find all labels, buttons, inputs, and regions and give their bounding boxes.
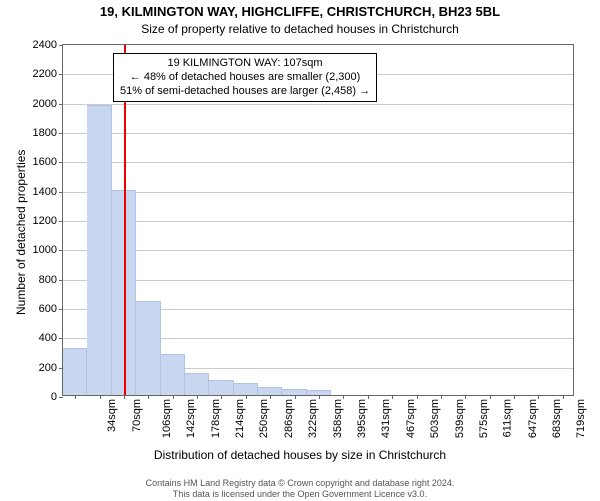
annotation-box: 19 KILMINGTON WAY: 107sqm← 48% of detach…: [113, 53, 377, 102]
x-tick-mark: [75, 395, 76, 399]
x-tick-mark: [563, 395, 564, 399]
chart-container: 19, KILMINGTON WAY, HIGHCLIFFE, CHRISTCH…: [0, 0, 600, 500]
x-tick-label: 70sqm: [131, 395, 143, 432]
annotation-line: 19 KILMINGTON WAY: 107sqm: [120, 57, 370, 71]
bar: [209, 380, 233, 395]
x-tick-mark: [124, 395, 125, 399]
credit-line: Contains HM Land Registry data © Crown c…: [0, 478, 600, 489]
x-tick-mark: [441, 395, 442, 399]
y-tick-mark: [59, 45, 63, 46]
bar: [258, 387, 282, 395]
x-tick-label: 503sqm: [429, 395, 441, 438]
x-tick-mark: [148, 395, 149, 399]
x-tick-label: 431sqm: [381, 395, 393, 438]
annotation-line: 51% of semi-detached houses are larger (…: [120, 85, 370, 99]
credits: Contains HM Land Registry data © Crown c…: [0, 478, 600, 501]
x-tick-label: 719sqm: [576, 395, 588, 438]
x-tick-label: 467sqm: [405, 395, 417, 438]
gridline: [63, 192, 573, 193]
y-tick-mark: [59, 74, 63, 75]
x-tick-mark: [465, 395, 466, 399]
gridline: [63, 133, 573, 134]
x-tick-mark: [392, 395, 393, 399]
x-tick-label: 575sqm: [478, 395, 490, 438]
bar: [234, 383, 258, 395]
x-tick-label: 611sqm: [502, 395, 514, 437]
gridline: [63, 280, 573, 281]
x-tick-label: 178sqm: [210, 395, 222, 438]
y-tick-mark: [59, 192, 63, 193]
page-subtitle: Size of property relative to detached ho…: [0, 22, 600, 36]
x-tick-label: 683sqm: [551, 395, 563, 438]
x-tick-mark: [538, 395, 539, 399]
x-tick-mark: [319, 395, 320, 399]
y-tick-mark: [59, 309, 63, 310]
x-tick-label: 142sqm: [185, 395, 197, 438]
x-tick-mark: [514, 395, 515, 399]
x-tick-mark: [100, 395, 101, 399]
x-tick-mark: [295, 395, 296, 399]
x-tick-mark: [343, 395, 344, 399]
credit-line: This data is licensed under the Open Gov…: [0, 489, 600, 500]
x-tick-label: 647sqm: [527, 395, 539, 438]
y-tick-mark: [59, 104, 63, 105]
x-tick-mark: [246, 395, 247, 399]
annotation-line: ← 48% of detached houses are smaller (2,…: [120, 71, 370, 85]
x-tick-label: 395sqm: [356, 395, 368, 438]
x-tick-mark: [490, 395, 491, 399]
page-title: 19, KILMINGTON WAY, HIGHCLIFFE, CHRISTCH…: [0, 4, 600, 19]
y-tick-mark: [59, 162, 63, 163]
gridline: [63, 162, 573, 163]
bar: [63, 348, 87, 395]
y-tick-mark: [59, 280, 63, 281]
x-tick-mark: [417, 395, 418, 399]
x-tick-label: 214sqm: [234, 395, 246, 438]
x-tick-label: 34sqm: [106, 395, 118, 432]
x-tick-mark: [221, 395, 222, 399]
x-tick-label: 322sqm: [307, 395, 319, 438]
y-tick-mark: [59, 250, 63, 251]
x-tick-mark: [270, 395, 271, 399]
x-tick-label: 539sqm: [454, 395, 466, 438]
x-tick-mark: [173, 395, 174, 399]
gridline: [63, 250, 573, 251]
plot-area: 0200400600800100012001400160018002000220…: [62, 44, 574, 396]
y-axis-label: Number of detached properties: [14, 150, 28, 315]
bar: [185, 373, 209, 395]
x-tick-mark: [368, 395, 369, 399]
bar: [161, 354, 185, 395]
gridline: [63, 104, 573, 105]
x-tick-label: 106sqm: [161, 395, 173, 438]
x-tick-mark: [197, 395, 198, 399]
x-tick-label: 250sqm: [259, 395, 271, 438]
bar: [87, 105, 111, 395]
y-tick-mark: [59, 221, 63, 222]
x-tick-label: 286sqm: [283, 395, 295, 438]
gridline: [63, 221, 573, 222]
y-tick-mark: [59, 338, 63, 339]
x-tick-label: 358sqm: [332, 395, 344, 438]
x-axis-label: Distribution of detached houses by size …: [0, 448, 600, 462]
y-tick-mark: [59, 397, 63, 398]
y-tick-mark: [59, 133, 63, 134]
bar: [136, 301, 160, 395]
